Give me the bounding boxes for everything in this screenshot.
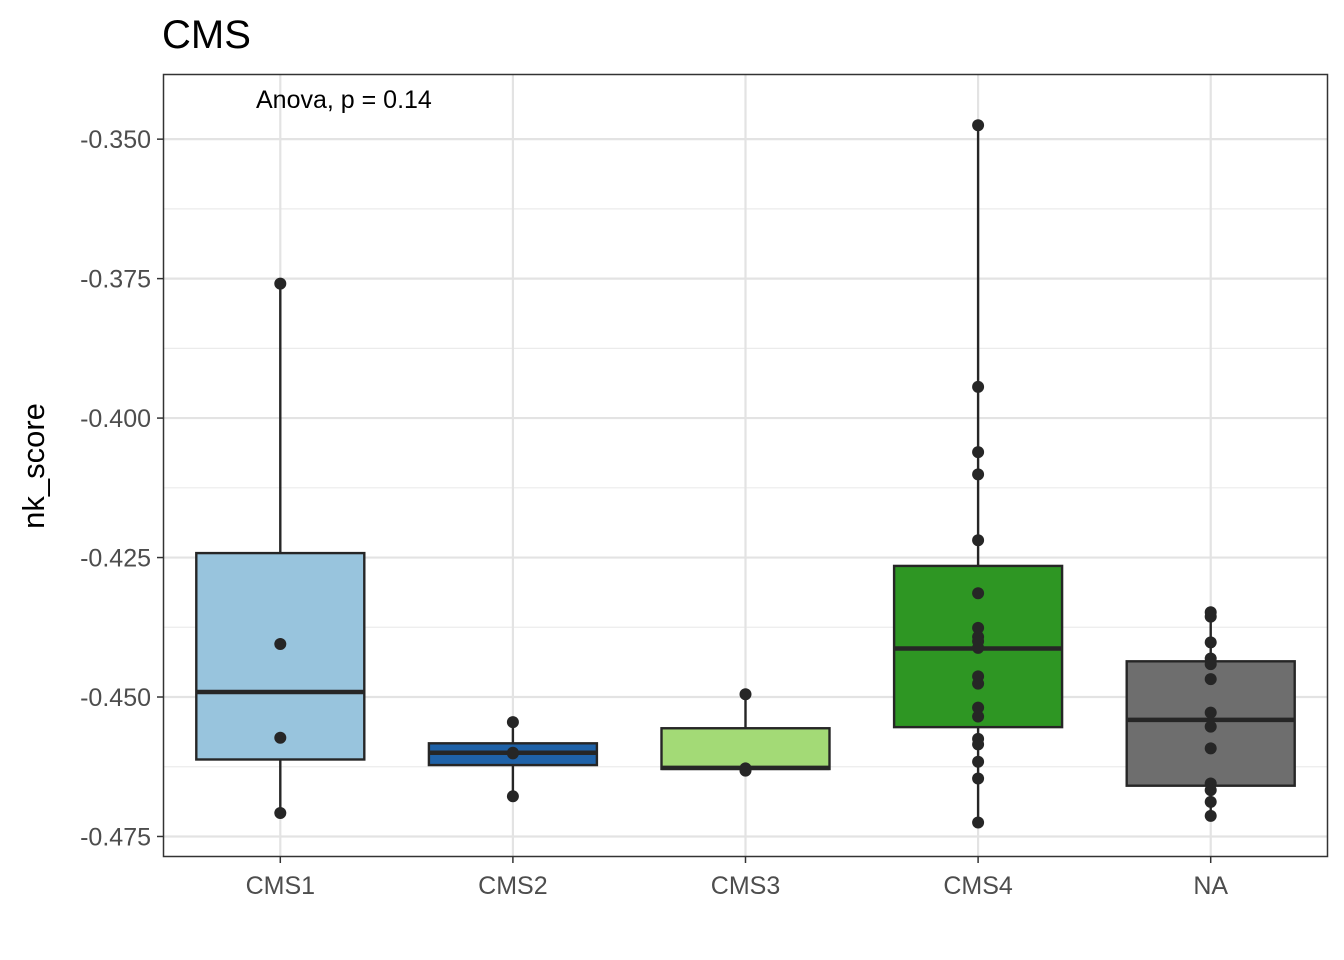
data-point (972, 677, 985, 690)
data-point (274, 731, 287, 744)
data-point (972, 587, 985, 600)
y-axis-ticks: -0.350 -0.375 -0.400 -0.425 -0.450 -0.475 (80, 126, 164, 851)
y-tick-label: -0.425 (80, 545, 151, 573)
x-tick-label: CMS1 (246, 872, 315, 900)
y-tick-label: -0.350 (80, 126, 151, 154)
x-axis-ticks: CMS1 CMS2 CMS3 CMS4 NA (246, 856, 1228, 900)
data-point (972, 468, 985, 481)
data-point (1204, 720, 1217, 733)
data-point (1204, 795, 1217, 808)
data-point (972, 738, 985, 751)
data-point (274, 638, 287, 651)
data-point (1204, 636, 1217, 649)
data-point (972, 710, 985, 723)
anova-annotation: Anova, p = 0.14 (256, 86, 432, 114)
chart-title: CMS (162, 13, 251, 57)
data-point (739, 764, 752, 777)
data-point (1204, 742, 1217, 755)
y-tick-label: -0.450 (80, 684, 151, 712)
data-points (274, 119, 1217, 829)
data-point (506, 790, 519, 803)
data-point (1204, 673, 1217, 686)
box-cms3 (660, 694, 831, 771)
data-point (972, 380, 985, 393)
data-point (972, 816, 985, 829)
data-point (972, 641, 985, 654)
data-point (972, 701, 985, 714)
box-iqr (660, 727, 831, 771)
box-iqr (195, 551, 366, 761)
data-point (1204, 706, 1217, 719)
x-tick-label: CMS2 (478, 872, 547, 900)
x-tick-label: CMS3 (711, 872, 780, 900)
data-point (972, 446, 985, 459)
y-tick-label: -0.400 (80, 405, 151, 433)
data-point (1204, 610, 1217, 623)
y-axis-label: nk_score (16, 403, 51, 529)
data-point (1204, 784, 1217, 797)
y-tick-label: -0.375 (80, 266, 151, 294)
data-point (1204, 809, 1217, 822)
x-tick-label: CMS4 (943, 872, 1013, 900)
y-tick-label: -0.475 (80, 823, 151, 851)
data-point (972, 755, 985, 768)
x-tick-label: NA (1193, 872, 1228, 900)
data-point (739, 688, 752, 701)
data-point (972, 534, 985, 547)
box-cms1 (195, 283, 366, 814)
data-point (506, 716, 519, 729)
data-point (972, 621, 985, 634)
data-point (972, 772, 985, 785)
data-point (972, 119, 985, 132)
data-point (1204, 658, 1217, 671)
data-point (274, 807, 287, 820)
data-point (274, 277, 287, 290)
data-point (506, 747, 519, 760)
